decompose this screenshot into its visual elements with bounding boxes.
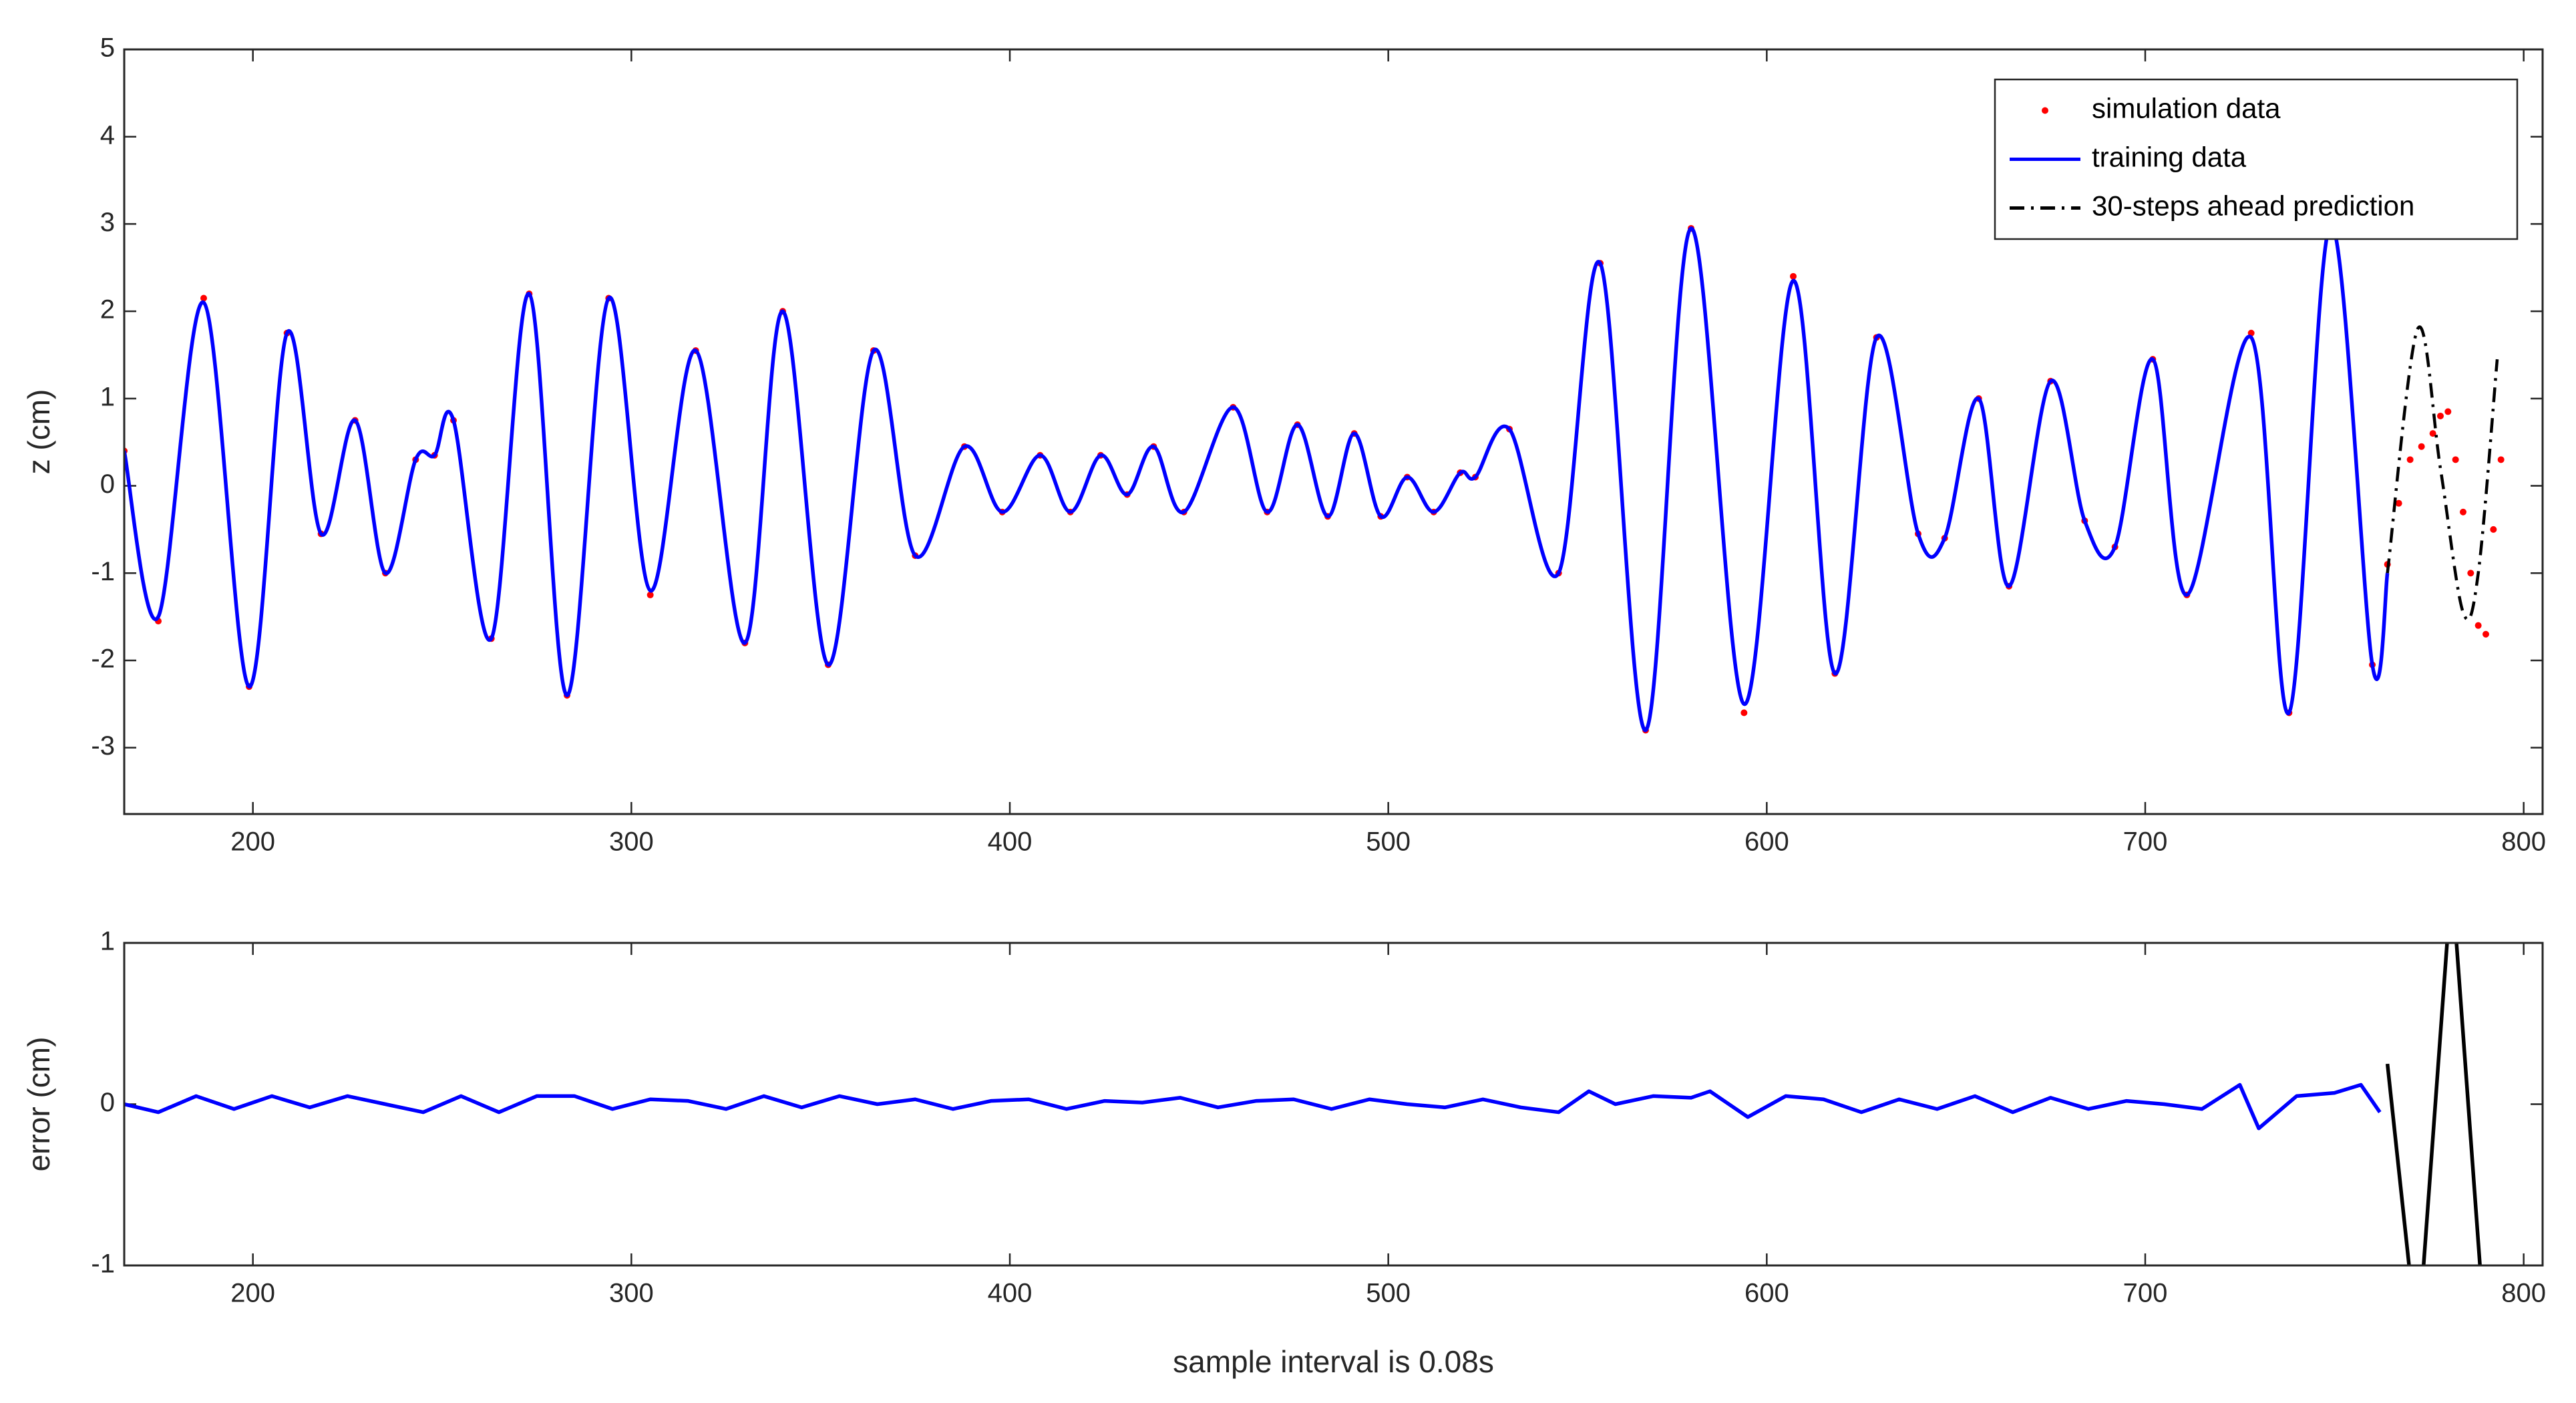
data-line [2386,325,2499,622]
x-tick-label: 300 [609,1279,654,1308]
data-point [2395,499,2402,507]
y-tick-label: 5 [100,33,115,63]
y-tick-label: 1 [100,927,115,956]
x-tick-label: 500 [1366,1279,1411,1308]
data-point [2444,408,2452,415]
plot-frame [123,942,2544,1267]
data-point [2437,412,2444,419]
data-point [2418,443,2425,450]
plot-series [124,943,2482,1265]
data-point [2474,622,2482,629]
x-tick-label: 700 [2123,827,2168,857]
y-tick-label: -1 [91,557,115,586]
data-line [124,222,2390,733]
y-tick-label: -1 [91,1249,115,1279]
x-tick-label: 500 [1366,827,1411,857]
x-tick-label: 400 [988,1279,1033,1308]
x-tick-label: 200 [230,827,275,857]
y-tick-label: 0 [100,1088,115,1117]
data-point [2460,508,2466,516]
plot-area [124,943,2543,1265]
y-tick-label: 2 [100,295,115,325]
y-axis-title: z (cm) [21,389,56,475]
data-point [2452,456,2459,463]
x-tick-label: 800 [2501,1279,2546,1308]
legend-label: training data [2092,142,2247,173]
x-tick-label: 300 [609,827,654,857]
plot-frame [123,48,2544,815]
x-tick-label: 700 [2123,1279,2168,1308]
x-tick-label: 400 [988,827,1033,857]
legend-box [1994,78,2519,240]
data-point [2497,456,2505,463]
x-axis-title: sample interval is 0.08s [1173,1344,1494,1379]
data-point [200,294,207,302]
data-point [1790,272,1797,280]
y-tick-label: 1 [100,382,115,411]
y-tick-label: 0 [100,469,115,499]
y-tick-label: -3 [91,731,115,761]
data-point [1740,709,1748,717]
y-axis-title: error (cm) [21,1037,56,1172]
x-tick-label: 800 [2501,827,2546,857]
x-tick-label: 600 [1744,1279,1789,1308]
legend-swatch [2042,107,2048,114]
data-line [2385,943,2482,1265]
data-point [647,591,654,598]
data-point [2429,430,2436,437]
legend-label: simulation data [2092,93,2281,124]
data-line [124,1082,2382,1131]
y-tick-label: -2 [91,644,115,674]
data-point [2406,456,2414,463]
y-tick-label: 4 [100,120,115,150]
data-point [2467,570,2474,577]
plot-series [124,220,2505,734]
data-point [2490,526,2497,533]
x-tick-label: 200 [230,1279,275,1308]
legend-label: 30-steps ahead prediction [2092,190,2414,222]
x-tick-label: 600 [1744,827,1789,857]
y-tick-label: 3 [100,208,115,237]
data-point [2482,630,2489,638]
